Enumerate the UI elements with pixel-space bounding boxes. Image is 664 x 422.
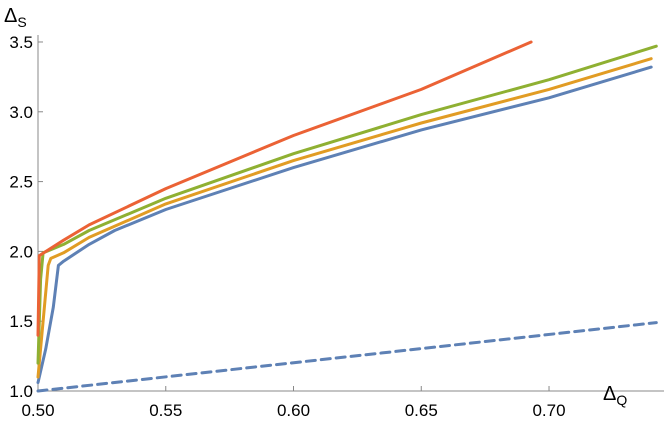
series-line-5 bbox=[36, 321, 658, 393]
y-tick-label: 3.0 bbox=[9, 103, 33, 122]
y-ticks: 1.0 1.5 2.0 2.5 3.0 3.5 bbox=[9, 33, 43, 401]
series-line-3 bbox=[36, 44, 658, 365]
y-tick-label: 2.0 bbox=[9, 242, 33, 261]
y-tick-label: 3.5 bbox=[9, 33, 33, 52]
y-axis-label-sub: S bbox=[17, 14, 26, 30]
y-axis-label-main: Δ bbox=[4, 5, 17, 27]
x-axis-label: ΔQ bbox=[603, 383, 627, 408]
y-tick-label: 2.5 bbox=[9, 173, 33, 192]
x-ticks: 0.50 0.55 0.60 0.65 0.70 bbox=[21, 386, 566, 420]
series-layer bbox=[36, 40, 658, 393]
x-axis-label-main: Δ bbox=[603, 383, 616, 405]
x-axis-label-sub: Q bbox=[616, 392, 627, 408]
x-tick-label: 0.70 bbox=[532, 401, 565, 420]
x-tick-label: 0.60 bbox=[277, 401, 310, 420]
x-tick-label: 0.55 bbox=[149, 401, 182, 420]
x-tick-label: 0.50 bbox=[21, 401, 54, 420]
series-line-2 bbox=[36, 57, 653, 379]
y-axis-label: ΔS bbox=[4, 5, 27, 30]
series-line-4 bbox=[36, 40, 533, 337]
y-tick-label: 1.0 bbox=[9, 382, 33, 401]
series-line-1 bbox=[36, 65, 653, 385]
x-tick-label: 0.65 bbox=[405, 401, 438, 420]
y-tick-label: 1.5 bbox=[9, 312, 33, 331]
